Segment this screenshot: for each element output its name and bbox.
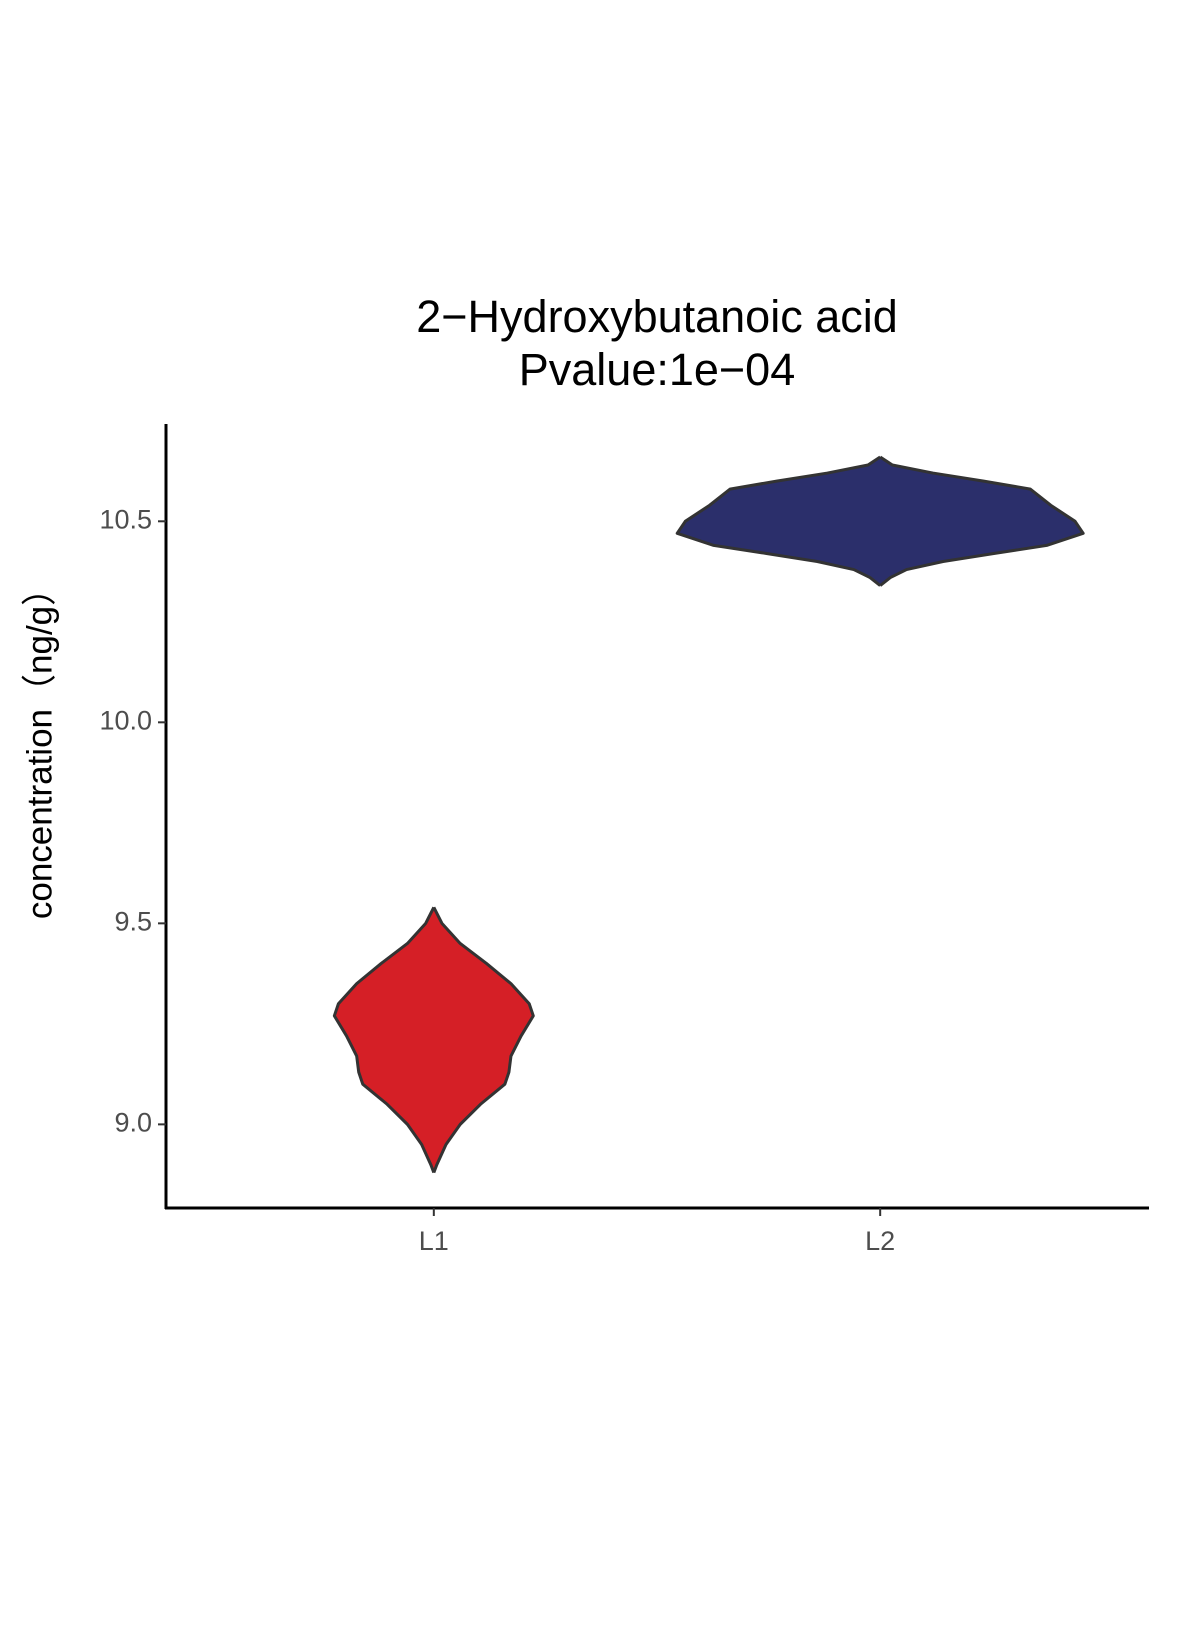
violin-right-outline — [879, 455, 1085, 587]
y-axis-label: concentration（ng/g） — [20, 571, 59, 919]
x-tick-label: L1 — [419, 1226, 449, 1256]
y-tick-label: 10.0 — [99, 705, 152, 735]
y-tick-label: 9.0 — [114, 1107, 152, 1137]
violin-right-outline — [432, 906, 535, 1174]
violin-left-outline — [675, 455, 882, 587]
y-tick-label: 10.5 — [99, 504, 152, 534]
y-tick-label: 9.5 — [114, 906, 152, 936]
chart-title: 2−Hydroxybutanoic acid — [416, 291, 898, 342]
chart-subtitle: Pvalue:1e−04 — [519, 344, 795, 395]
violin-left-outline — [332, 906, 436, 1174]
x-tick-label: L2 — [865, 1226, 895, 1256]
violin-body — [677, 456, 1084, 586]
violin-body — [334, 907, 534, 1173]
